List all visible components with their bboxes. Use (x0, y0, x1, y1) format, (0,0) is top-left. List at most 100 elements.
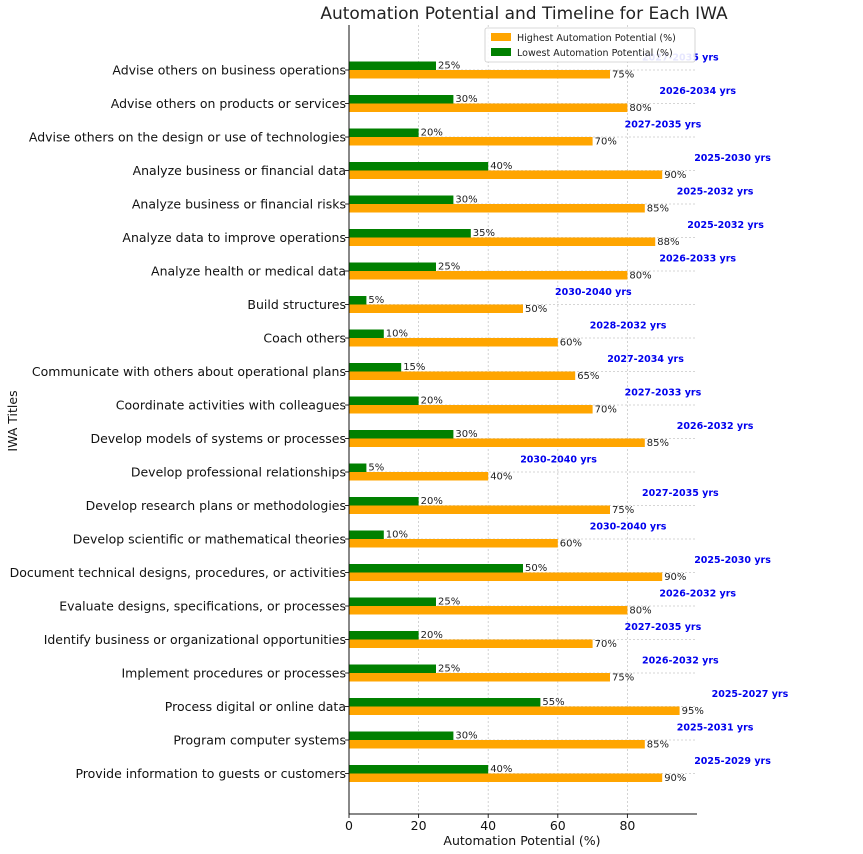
bar-highest (349, 773, 663, 782)
bar-lowest (349, 731, 454, 740)
y-tick-label: Develop research plans or methodologies (86, 498, 346, 513)
y-tick-label: Provide information to guests or custome… (75, 766, 346, 781)
value-label-lowest: 20% (421, 396, 443, 407)
bar-highest (349, 204, 645, 213)
timeline-label: 2025-2032 yrs (677, 187, 754, 198)
x-tick-label: 20 (411, 818, 427, 833)
bar-lowest (349, 195, 454, 204)
timeline-label: 2025-2030 yrs (694, 153, 771, 164)
timeline-label: 2027-2035 yrs (625, 622, 702, 633)
bar-lowest (349, 396, 419, 405)
value-label-lowest: 25% (438, 61, 460, 72)
y-tick-label: Analyze business or financial risks (132, 197, 346, 212)
value-label-highest: 95% (682, 706, 704, 717)
value-label-highest: 70% (595, 639, 617, 650)
timeline-label: 2025-2029 yrs (694, 756, 771, 767)
bar-lowest (349, 128, 419, 137)
y-tick-label: Coordinate activities with colleagues (116, 398, 346, 413)
value-label-highest: 70% (595, 137, 617, 148)
timeline-label: 2030-2040 yrs (590, 522, 667, 533)
bar-lowest (349, 363, 402, 372)
value-label-lowest: 10% (386, 329, 408, 340)
value-label-lowest: 25% (438, 597, 460, 608)
value-label-highest: 75% (612, 505, 634, 516)
value-label-highest: 88% (657, 237, 679, 248)
y-tick-label: Document technical designs, procedures, … (10, 565, 346, 580)
value-label-highest: 90% (664, 170, 686, 181)
value-label-highest: 90% (664, 572, 686, 583)
y-tick-label: Analyze business or financial data (133, 163, 346, 178)
bar-highest (349, 505, 610, 514)
bar-lowest (349, 329, 384, 338)
value-label-highest: 85% (647, 204, 669, 215)
value-label-lowest: 5% (368, 295, 384, 306)
y-tick-label: Develop professional relationships (131, 465, 346, 480)
value-label-lowest: 20% (421, 630, 443, 641)
bar-lowest (349, 698, 541, 707)
bar-lowest (349, 463, 367, 472)
y-axis-label: IWA Titles (5, 390, 20, 451)
value-label-highest: 80% (629, 606, 651, 617)
y-tick-label: Build structures (247, 297, 346, 312)
bar-lowest (349, 664, 436, 673)
timeline-label: 2025-2027 yrs (712, 689, 789, 700)
y-tick-label: Develop models of systems or processes (90, 431, 346, 446)
bar-highest (349, 606, 628, 615)
value-label-highest: 60% (560, 338, 582, 349)
bar-lowest (349, 530, 384, 539)
bar-lowest (349, 765, 489, 774)
bar-lowest (349, 430, 454, 439)
bar-lowest (349, 564, 523, 573)
value-label-lowest: 55% (542, 697, 564, 708)
value-label-lowest: 10% (386, 530, 408, 541)
timeline-label: 2027-2035 yrs (625, 120, 702, 131)
bar-highest (349, 405, 593, 414)
value-label-lowest: 40% (490, 161, 512, 172)
timeline-label: 2026-2032 yrs (659, 589, 736, 600)
y-tick-label: Coach others (263, 331, 346, 346)
bar-lowest (349, 262, 436, 271)
value-label-lowest: 50% (525, 563, 547, 574)
value-label-highest: 60% (560, 539, 582, 550)
bar-highest (349, 438, 645, 447)
value-label-lowest: 30% (455, 429, 477, 440)
value-label-highest: 80% (629, 271, 651, 282)
value-label-highest: 90% (664, 773, 686, 784)
value-label-highest: 85% (647, 438, 669, 449)
timeline-labels: 2027-2035 yrs 2026-2034 yrs 2027-2035 yrs 2… (520, 53, 788, 768)
value-label-highest: 70% (595, 405, 617, 416)
bar-highest (349, 673, 610, 682)
value-label-highest: 40% (490, 472, 512, 483)
value-label-highest: 80% (629, 103, 651, 114)
y-tick-label: Develop scientific or mathematical theor… (73, 532, 346, 547)
value-labels: 25% 75% 30% 80% 20% 70% 40% 90% 30% 85% 35% 88% 25% 8… (368, 61, 703, 785)
bar-highest (349, 137, 593, 146)
value-label-lowest: 40% (490, 764, 512, 775)
value-label-lowest: 30% (455, 195, 477, 206)
y-tick-label: Advise others on products or services (111, 96, 346, 111)
x-tick-label: 40 (480, 818, 496, 833)
bar-highest (349, 103, 628, 112)
timeline-label: 2030-2040 yrs (520, 455, 597, 466)
value-label-highest: 65% (577, 371, 599, 382)
legend-label-highest: Highest Automation Potential (%) (517, 33, 676, 44)
value-label-lowest: 25% (438, 262, 460, 273)
value-label-lowest: 30% (455, 731, 477, 742)
timeline-label: 2025-2030 yrs (694, 555, 771, 566)
value-label-lowest: 35% (473, 228, 495, 239)
y-tick-label: Evaluate designs, specifications, or pro… (59, 599, 346, 614)
bar-highest (349, 304, 523, 313)
bar-highest (349, 170, 663, 179)
timeline-label: 2028-2032 yrs (590, 321, 667, 332)
bar-highest (349, 271, 628, 280)
y-tick-label: Communicate with others about operationa… (32, 364, 346, 379)
timeline-label: 2025-2031 yrs (677, 723, 754, 734)
x-tick-label: 0 (345, 818, 353, 833)
y-tick-label: Process digital or online data (165, 699, 346, 714)
value-label-lowest: 25% (438, 664, 460, 675)
bar-highest (349, 70, 610, 79)
value-label-highest: 75% (612, 70, 634, 81)
value-label-highest: 75% (612, 673, 634, 684)
